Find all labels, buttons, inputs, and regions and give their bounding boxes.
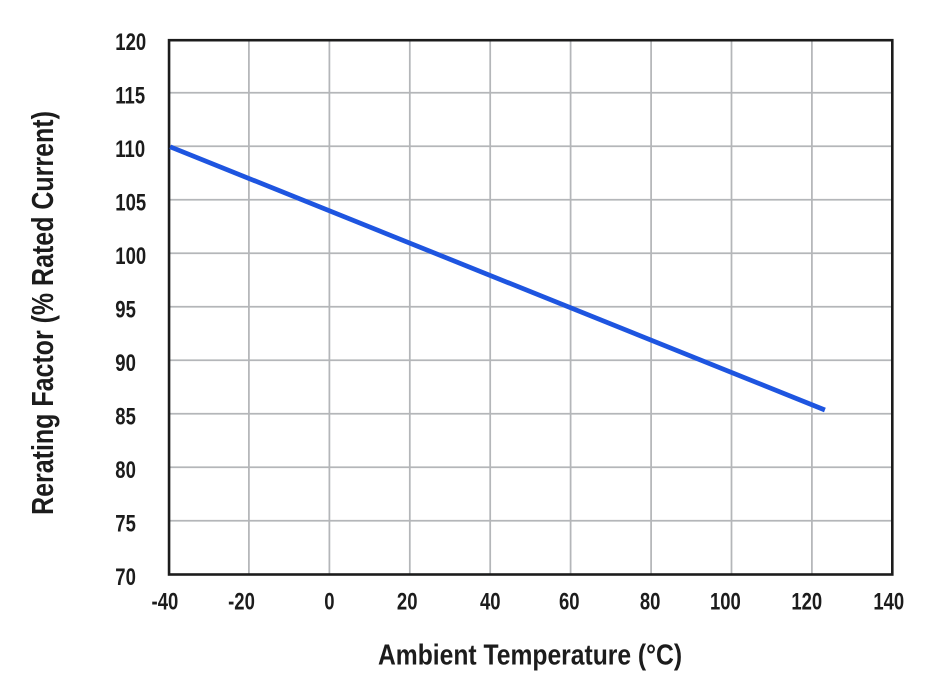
- svg-text:-20: -20: [228, 588, 255, 615]
- svg-text:40: 40: [480, 588, 501, 615]
- svg-text:140: 140: [873, 588, 904, 615]
- svg-text:110: 110: [115, 136, 145, 163]
- svg-text:105: 105: [115, 189, 146, 216]
- svg-text:0: 0: [324, 588, 334, 615]
- svg-text:100: 100: [115, 243, 146, 270]
- svg-text:Ambient Temperature (°C): Ambient Temperature (°C): [378, 639, 682, 671]
- svg-text:-40: -40: [152, 588, 179, 615]
- svg-text:120: 120: [115, 29, 146, 56]
- svg-text:100: 100: [710, 588, 741, 615]
- svg-text:Rerating Factor (% Rated Curre: Rerating Factor (% Rated Current): [25, 111, 59, 515]
- svg-text:120: 120: [791, 588, 822, 615]
- svg-text:115: 115: [115, 82, 145, 109]
- svg-text:60: 60: [559, 588, 580, 615]
- svg-text:95: 95: [115, 296, 136, 323]
- svg-text:85: 85: [115, 403, 136, 430]
- svg-text:70: 70: [115, 564, 136, 591]
- svg-text:80: 80: [640, 588, 661, 615]
- svg-text:80: 80: [115, 457, 136, 484]
- svg-text:75: 75: [115, 510, 136, 537]
- svg-text:20: 20: [397, 588, 418, 615]
- svg-text:90: 90: [115, 350, 136, 377]
